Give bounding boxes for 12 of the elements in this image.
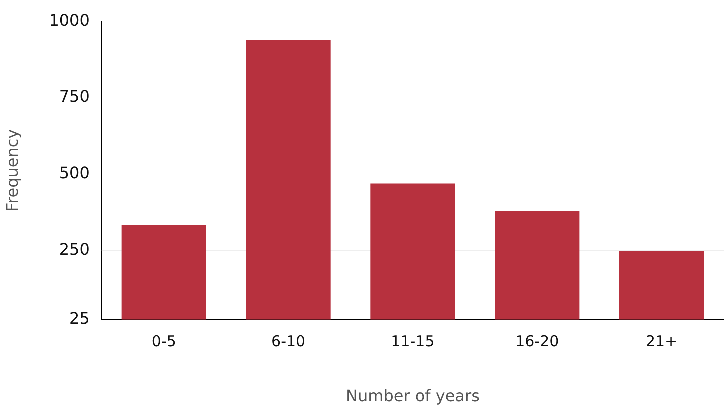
x-tick-label: 16-20 — [516, 332, 560, 351]
y-tick-label: 1000 — [49, 10, 90, 30]
x-tick-label: 0-5 — [152, 332, 176, 351]
x-tick-label: 11-15 — [391, 332, 435, 351]
x-axis-title: Number of years — [346, 386, 480, 406]
y-tick-label: 500 — [59, 164, 90, 183]
x-tick-label: 21+ — [646, 332, 678, 351]
y-axis-title: Frequency — [2, 129, 22, 212]
y-tick-label: 750 — [59, 87, 90, 106]
x-tick-label: 6-10 — [272, 332, 306, 351]
y-tick-label: 250 — [59, 240, 90, 260]
y-tick-label: 25 — [70, 308, 90, 328]
